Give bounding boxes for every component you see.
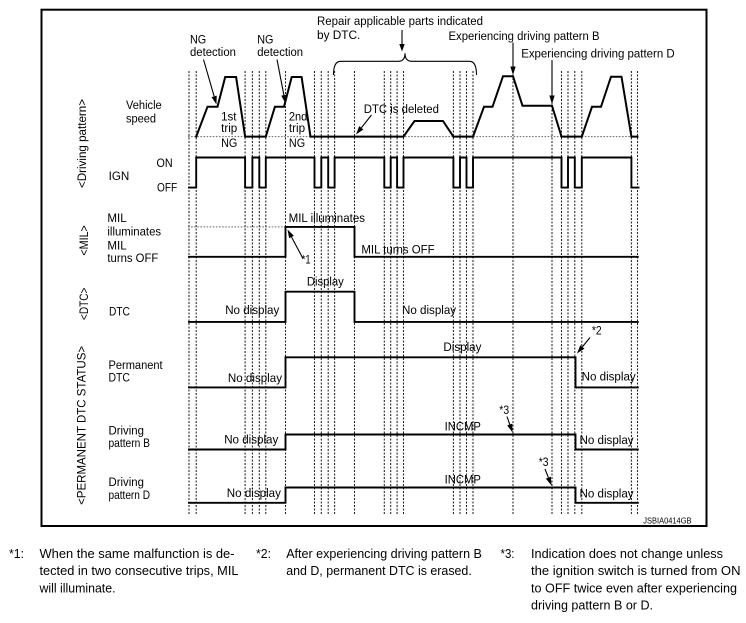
svg-text:No display: No display xyxy=(582,370,637,384)
svg-text:No display: No display xyxy=(224,433,279,447)
svg-text:Experiencing driving pattern B: Experiencing driving pattern B xyxy=(449,29,600,43)
svg-text:Repair applicable parts indica: Repair applicable parts indicated xyxy=(317,14,483,28)
svg-text:OFF: OFF xyxy=(157,180,177,194)
svg-text:MIL: MIL xyxy=(107,238,126,252)
svg-text:<DTC>: <DTC> xyxy=(77,288,91,321)
svg-text:detection: detection xyxy=(257,45,303,59)
svg-text:INCMP: INCMP xyxy=(445,473,481,487)
svg-text:MIL turns OFF: MIL turns OFF xyxy=(361,243,434,257)
svg-text:Driving: Driving xyxy=(109,423,144,437)
svg-text:DTC: DTC xyxy=(109,370,131,384)
svg-text:<PERMANENT DTC STATUS>: <PERMANENT DTC STATUS> xyxy=(75,346,89,505)
svg-text:*1: *1 xyxy=(302,253,311,267)
svg-text:No display: No display xyxy=(580,433,635,447)
svg-text:turns OFF: turns OFF xyxy=(107,251,158,265)
svg-text:*3: *3 xyxy=(499,403,509,417)
svg-text:Indication does not change unl: Indication does not change unless xyxy=(531,547,723,561)
svg-text:No display: No display xyxy=(580,487,635,501)
svg-text:Experiencing driving pattern D: Experiencing driving pattern D xyxy=(521,46,675,60)
svg-text:No display: No display xyxy=(227,486,282,500)
svg-text:Display: Display xyxy=(443,340,482,354)
svg-text:When the same malfunction is d: When the same malfunction is de- xyxy=(40,547,235,561)
svg-text:driving pattern B or D.: driving pattern B or D. xyxy=(531,598,653,612)
svg-text:pattern B: pattern B xyxy=(109,436,151,450)
svg-text:IGN: IGN xyxy=(109,169,130,183)
svg-text:After experiencing driving pat: After experiencing driving pattern B xyxy=(286,547,482,561)
svg-text:and D, permanent DTC is erased: and D, permanent DTC is erased. xyxy=(286,564,472,578)
svg-text:trip: trip xyxy=(221,121,237,135)
svg-text:tected in two consecutive trip: tected in two consecutive trips, MIL xyxy=(40,564,239,578)
svg-text:by DTC.: by DTC. xyxy=(317,28,360,42)
svg-text:1st: 1st xyxy=(221,110,237,124)
svg-text:No display: No display xyxy=(402,303,457,317)
svg-text:<Driving pattern>: <Driving pattern> xyxy=(75,99,89,188)
svg-text:INCMP: INCMP xyxy=(445,420,481,434)
svg-text:<MIL>: <MIL> xyxy=(77,225,91,256)
svg-text:NG: NG xyxy=(257,32,273,46)
svg-text:DTC: DTC xyxy=(109,304,130,318)
svg-text:No display: No display xyxy=(228,371,283,385)
svg-text:JSBIA0414GB: JSBIA0414GB xyxy=(643,516,691,525)
svg-text:Permanent: Permanent xyxy=(109,358,164,372)
svg-text:MIL: MIL xyxy=(107,211,126,225)
svg-text:2nd: 2nd xyxy=(289,110,307,124)
svg-text:will illuminate.: will illuminate. xyxy=(39,581,116,595)
svg-text:*3:: *3: xyxy=(501,547,515,561)
svg-text:*1:: *1: xyxy=(9,547,24,561)
svg-text:No display: No display xyxy=(225,303,280,317)
svg-text:pattern D: pattern D xyxy=(109,488,151,502)
svg-text:the ignition switch is turned: the ignition switch is turned from ON xyxy=(531,564,741,578)
svg-text:trip: trip xyxy=(289,121,305,135)
svg-text:NG: NG xyxy=(289,136,305,150)
svg-text:NG: NG xyxy=(190,32,206,46)
svg-text:Driving: Driving xyxy=(109,475,144,489)
svg-text:ON: ON xyxy=(157,156,173,170)
svg-text:Display: Display xyxy=(307,275,345,289)
svg-text:to OFF twice even after experi: to OFF twice even after experiencing xyxy=(531,581,737,595)
svg-text:Vehicle: Vehicle xyxy=(126,98,162,112)
svg-text:detection: detection xyxy=(190,45,236,59)
svg-text:MIL illuminates: MIL illuminates xyxy=(289,211,365,225)
svg-text:*3: *3 xyxy=(539,455,549,469)
svg-text:*2: *2 xyxy=(592,324,602,338)
svg-text:*2:: *2: xyxy=(256,547,271,561)
svg-text:DTC is deleted: DTC is deleted xyxy=(364,102,439,116)
svg-text:NG: NG xyxy=(221,136,237,150)
svg-text:speed: speed xyxy=(126,112,156,126)
svg-text:illuminates: illuminates xyxy=(107,224,161,238)
